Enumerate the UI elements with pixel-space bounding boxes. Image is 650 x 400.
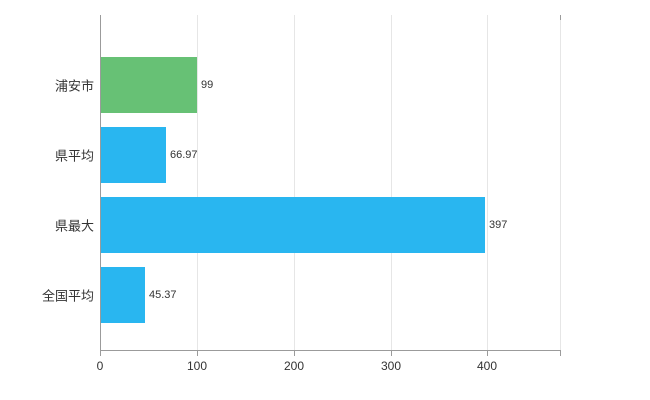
x-tick-label: 200 [283, 359, 305, 373]
x-axis-tick [100, 351, 101, 356]
x-axis-tick [197, 351, 198, 356]
x-axis-line [100, 350, 561, 351]
gridline [197, 15, 198, 350]
bar-value-label: 45.37 [149, 289, 177, 301]
x-tick-label: 0 [96, 359, 104, 373]
bar [101, 57, 197, 113]
gridline [487, 15, 488, 350]
x-tick-label: 400 [476, 359, 498, 373]
x-tick-label: 300 [380, 359, 402, 373]
x-axis-tick [560, 351, 561, 356]
category-label: 浦安市 [54, 78, 94, 94]
bar-value-label: 397 [489, 219, 508, 231]
top-tick [560, 15, 561, 20]
y-axis-line [100, 15, 101, 351]
bar [101, 267, 145, 323]
x-axis-tick [487, 351, 488, 356]
gridline [391, 15, 392, 350]
bar-value-label: 66.97 [170, 149, 198, 161]
category-label: 県平均 [54, 148, 94, 164]
bar [101, 197, 485, 253]
category-label: 全国平均 [41, 288, 94, 304]
gridline [294, 15, 295, 350]
x-axis-tick [294, 351, 295, 356]
bar-value-label: 99 [201, 79, 214, 91]
x-tick-label: 100 [186, 359, 208, 373]
x-axis-tick [391, 351, 392, 356]
gridline [560, 15, 561, 350]
bar [101, 127, 166, 183]
category-label: 県最大 [54, 218, 94, 234]
